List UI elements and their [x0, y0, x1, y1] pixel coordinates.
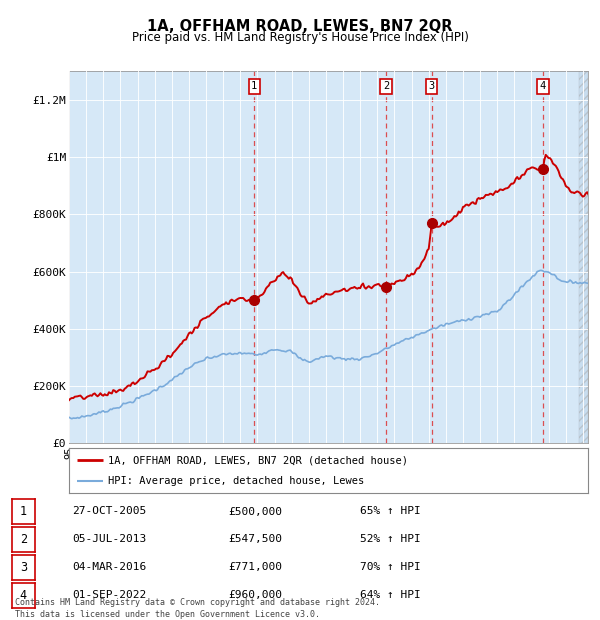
Text: £771,000: £771,000: [228, 562, 282, 572]
Text: Price paid vs. HM Land Registry's House Price Index (HPI): Price paid vs. HM Land Registry's House …: [131, 31, 469, 43]
Text: 2: 2: [383, 81, 389, 91]
Text: 70% ↑ HPI: 70% ↑ HPI: [360, 562, 421, 572]
Text: 27-OCT-2005: 27-OCT-2005: [72, 507, 146, 516]
Text: Contains HM Land Registry data © Crown copyright and database right 2024.
This d: Contains HM Land Registry data © Crown c…: [15, 598, 380, 619]
Text: 1A, OFFHAM ROAD, LEWES, BN7 2QR (detached house): 1A, OFFHAM ROAD, LEWES, BN7 2QR (detache…: [108, 455, 408, 466]
Text: 3: 3: [428, 81, 435, 91]
Text: 1A, OFFHAM ROAD, LEWES, BN7 2QR: 1A, OFFHAM ROAD, LEWES, BN7 2QR: [147, 19, 453, 33]
Text: 3: 3: [20, 561, 27, 574]
Text: £547,500: £547,500: [228, 534, 282, 544]
Text: 64% ↑ HPI: 64% ↑ HPI: [360, 590, 421, 600]
Text: 4: 4: [540, 81, 546, 91]
Text: 01-SEP-2022: 01-SEP-2022: [72, 590, 146, 600]
Text: £960,000: £960,000: [228, 590, 282, 600]
Text: 2: 2: [20, 533, 27, 546]
Text: 4: 4: [20, 589, 27, 601]
Text: 05-JUL-2013: 05-JUL-2013: [72, 534, 146, 544]
Text: HPI: Average price, detached house, Lewes: HPI: Average price, detached house, Lewe…: [108, 476, 364, 486]
Text: 65% ↑ HPI: 65% ↑ HPI: [360, 507, 421, 516]
Text: 1: 1: [20, 505, 27, 518]
Text: £500,000: £500,000: [228, 507, 282, 516]
Bar: [578, 71, 588, 443]
Text: 52% ↑ HPI: 52% ↑ HPI: [360, 534, 421, 544]
Text: 1: 1: [251, 81, 257, 91]
Text: 04-MAR-2016: 04-MAR-2016: [72, 562, 146, 572]
